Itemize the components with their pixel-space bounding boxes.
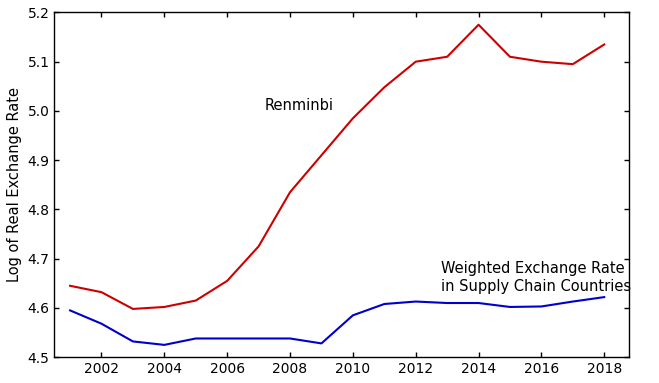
Text: Renminbi: Renminbi	[265, 98, 334, 113]
Y-axis label: Log of Real Exchange Rate: Log of Real Exchange Rate	[7, 87, 22, 282]
Text: Weighted Exchange Rate
in Supply Chain Countries: Weighted Exchange Rate in Supply Chain C…	[441, 261, 631, 293]
